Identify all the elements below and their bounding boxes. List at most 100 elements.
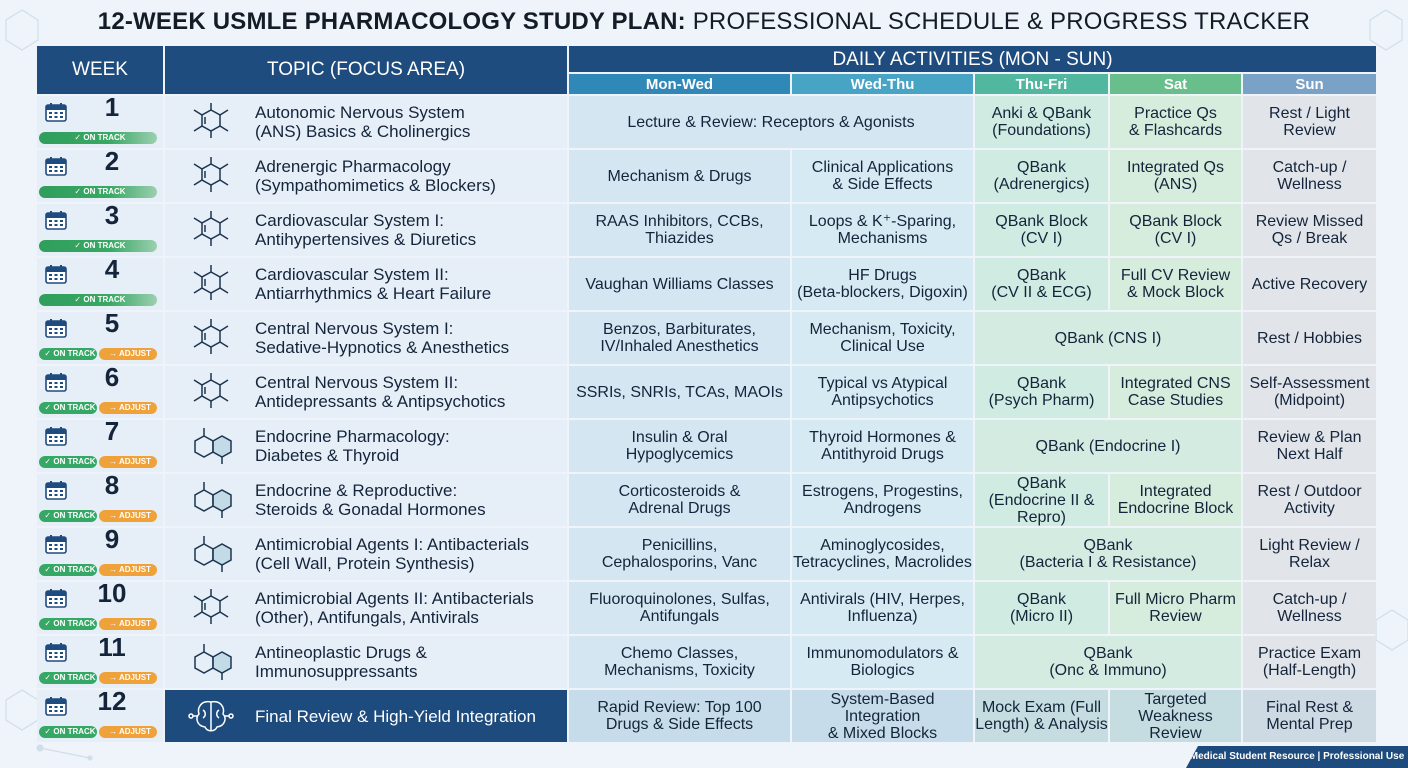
- activity-cell: QBank (CNS I): [975, 312, 1241, 364]
- on-track-badge: ✓ ON TRACK: [39, 672, 97, 684]
- header-daily-activities: DAILY ACTIVITIES (MON - SUN): [569, 46, 1377, 72]
- cell-line: Case Studies: [1127, 392, 1224, 409]
- adjust-badge: → ADJUST: [99, 618, 157, 630]
- cell-line: Anki & QBank: [991, 105, 1092, 122]
- cell-line: Review: [1283, 122, 1336, 139]
- cell-line: Antiarrhythmics & Heart Failure: [255, 284, 492, 303]
- cell-line: Cephalosporins, Vanc: [601, 554, 758, 571]
- cell-line: Thyroid Hormones &: [809, 429, 956, 446]
- cell-line: Targeted: [1144, 690, 1207, 708]
- cell-line: Drugs & Side Effects: [605, 716, 754, 733]
- cell-line: & Side Effects: [832, 176, 933, 193]
- week-row: 7 ✓ ON TRACK → ADJUST Endocrine Pharmacolog…: [37, 418, 1377, 472]
- activity-cell: Loops & K⁺-Sparing, Mechanisms: [792, 204, 973, 256]
- cell-line: Rapid Review: Top 100: [597, 699, 762, 716]
- adjust-badge: → ADJUST: [99, 510, 157, 522]
- cell-line: HF Drugs: [848, 267, 917, 284]
- activity-cell: Mechanism & Drugs: [569, 150, 790, 202]
- cell-line: Antidepressants & Antipsychotics: [255, 392, 506, 411]
- molecule-icon: [187, 370, 235, 414]
- activity-cell: Aminoglycosides, Tetracyclines, Macrolide…: [792, 528, 973, 580]
- ring-icon: [187, 478, 235, 522]
- cell-line: Review & Plan: [1257, 429, 1362, 446]
- activity-cell: Self-Assessment (Midpoint): [1243, 366, 1377, 418]
- activity-cell: Active Recovery: [1243, 258, 1377, 310]
- week-row: 12 ✓ ON TRACK → ADJUST Final Review & High-…: [37, 686, 1377, 742]
- activity-cell: Immunomodulators & Biologics: [792, 636, 973, 688]
- on-track-badge: ✓ ON TRACK: [39, 132, 157, 144]
- week-cell: 1 ✓ ON TRACK: [37, 92, 163, 148]
- molecule-icon: [187, 208, 235, 252]
- activity-cell: Mechanism, Toxicity, Clinical Use: [792, 312, 973, 364]
- cell-line: Influenza): [847, 608, 918, 625]
- activity-cell: RAAS Inhibitors, CCBs, Thiazides: [569, 204, 790, 256]
- activity-cell: Rest / Light Review: [1243, 96, 1377, 148]
- activity-cell: Practice Qs & Flashcards: [1110, 96, 1241, 148]
- cell-line: QBank Block: [995, 213, 1088, 230]
- status-badges: ✓ ON TRACK → ADJUST: [39, 672, 157, 684]
- activity-cell: Light Review / Relax: [1243, 528, 1377, 580]
- activity-cell: QBank (CV II & ECG): [975, 258, 1108, 310]
- on-track-badge: ✓ ON TRACK: [39, 186, 157, 198]
- activity-cell: Integrated Qs (ANS): [1110, 150, 1241, 202]
- week-row: 11 ✓ ON TRACK → ADJUST Antineoplastic Drugs…: [37, 634, 1377, 688]
- week-row: 10 ✓ ON TRACK → ADJUST Antimicrobial Agents…: [37, 580, 1377, 634]
- cell-line: Weakness Review: [1138, 707, 1213, 742]
- week-row: 5 ✓ ON TRACK → ADJUST Central Nervous Syste…: [37, 310, 1377, 364]
- adjust-badge: → ADJUST: [99, 726, 157, 738]
- on-track-badge: ✓ ON TRACK: [39, 726, 97, 738]
- cell-line: Antivirals (HIV, Herpes,: [800, 591, 965, 608]
- cell-line: Central Nervous System I:: [255, 319, 454, 338]
- cell-line: (Adrenergics): [993, 176, 1090, 193]
- cell-line: Integrated CNS: [1120, 375, 1231, 392]
- cell-line: Estrogens, Progestins,: [802, 483, 963, 500]
- activity-cell: QBank (Onc & Immuno): [975, 636, 1241, 688]
- on-track-badge: ✓ ON TRACK: [39, 456, 97, 468]
- activity-cell: QBank (Endocrine II & Repro): [975, 474, 1108, 526]
- on-track-badge: ✓ ON TRACK: [39, 294, 157, 306]
- status-badges: ✓ ON TRACK → ADJUST: [39, 726, 157, 738]
- ring-icon: [187, 424, 235, 468]
- week-number: 12: [97, 686, 127, 716]
- activity-cell: Full CV Review & Mock Block: [1110, 258, 1241, 310]
- cell-line: (Beta-blockers, Digoxin): [797, 284, 968, 301]
- study-plan-table: WEEK TOPIC (FOCUS AREA) DAILY ACTIVITIES…: [35, 44, 1378, 744]
- activity-cell: Rest / Hobbies: [1243, 312, 1377, 364]
- topic-cell: Central Nervous System II: Antidepressant…: [165, 366, 567, 418]
- cell-line: Fluoroquinolones, Sulfas,: [589, 591, 770, 608]
- calendar-icon: [45, 534, 67, 554]
- week-cell: 10 ✓ ON TRACK → ADJUST: [37, 580, 163, 634]
- cell-line: Aminoglycosides,: [820, 537, 945, 554]
- activity-cell: QBank Block (CV I): [975, 204, 1108, 256]
- calendar-icon: [45, 264, 67, 284]
- cell-line: Loops & K⁺-Sparing,: [808, 213, 957, 230]
- cell-line: (CV I): [1020, 230, 1063, 247]
- cell-line: Catch-up /: [1272, 591, 1347, 608]
- activity-cell: Integrated CNS Case Studies: [1110, 366, 1241, 418]
- cell-line: Antimicrobial Agents I: Antibacterials: [255, 535, 530, 554]
- cell-line: (ANS): [1153, 176, 1198, 193]
- activity-cell: Review Missed Qs / Break: [1243, 204, 1377, 256]
- topic-cell: Antineoplastic Drugs & Immunosuppressants: [165, 636, 567, 688]
- cell-line: Cardiovascular System I:: [255, 211, 444, 230]
- activity-cell: Integrated Endocrine Block: [1110, 474, 1241, 526]
- cell-line: (Half-Length): [1262, 662, 1357, 679]
- on-track-badge: ✓ ON TRACK: [39, 348, 97, 360]
- cell-line: System-Based Integration: [830, 690, 935, 725]
- activity-cell: Full Micro Pharm Review: [1110, 582, 1241, 634]
- cell-line: Endocrine & Reproductive:: [255, 481, 458, 500]
- activity-cell: Targeted Weakness Review: [1110, 690, 1241, 742]
- cell-line: (Sympathomimetics & Blockers): [255, 176, 496, 195]
- week-cell: 4 ✓ ON TRACK: [37, 256, 163, 310]
- header-week: WEEK: [37, 46, 163, 94]
- activity-cell: Anki & QBank (Foundations): [975, 96, 1108, 148]
- week-cell: 2 ✓ ON TRACK: [37, 148, 163, 202]
- activity-cell: QBank (Micro II): [975, 582, 1108, 634]
- status-badges: ✓ ON TRACK → ADJUST: [39, 402, 157, 414]
- cell-line: Clinical Applications: [811, 159, 954, 176]
- week-number: 1: [104, 92, 120, 122]
- topic-cell: Endocrine Pharmacology: Diabetes & Thyroi…: [165, 420, 567, 472]
- activity-cell: Penicillins, Cephalosporins, Vanc: [569, 528, 790, 580]
- activity-cell: Rest / Outdoor Activity: [1243, 474, 1377, 526]
- adjust-badge: → ADJUST: [99, 564, 157, 576]
